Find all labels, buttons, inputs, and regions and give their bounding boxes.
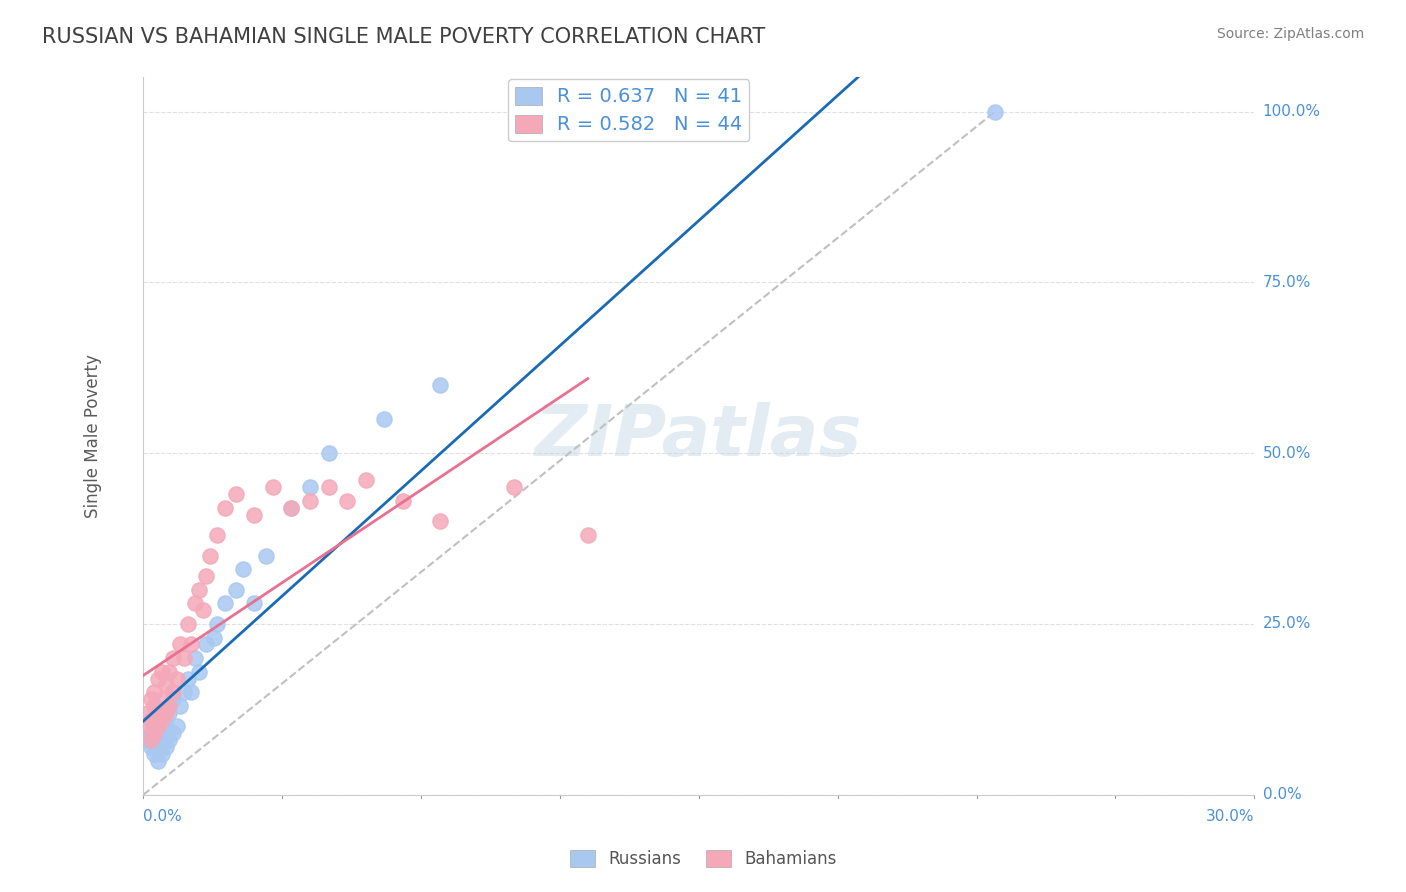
Point <box>191 603 214 617</box>
Point <box>207 617 229 632</box>
Point <box>143 726 166 740</box>
Point <box>139 726 162 740</box>
Text: Source: ZipAtlas.com: Source: ZipAtlas.com <box>1216 27 1364 41</box>
Point <box>225 487 247 501</box>
Text: 50.0%: 50.0% <box>1263 446 1310 460</box>
Point <box>157 698 180 713</box>
Point <box>139 713 162 727</box>
Point <box>187 665 209 679</box>
Point <box>146 726 169 740</box>
Point <box>202 631 225 645</box>
Point <box>155 678 177 692</box>
Point <box>157 706 180 720</box>
Point <box>195 569 218 583</box>
Point <box>139 692 162 706</box>
Point <box>162 726 184 740</box>
Point <box>169 698 191 713</box>
Point <box>162 685 184 699</box>
Point <box>150 665 173 679</box>
Point <box>139 733 162 747</box>
Point <box>146 672 169 686</box>
Point <box>318 446 340 460</box>
Point <box>155 706 177 720</box>
Point <box>184 651 207 665</box>
Point <box>984 104 1007 119</box>
Point <box>280 500 302 515</box>
Point <box>173 685 195 699</box>
Point <box>354 474 377 488</box>
Point <box>143 685 166 699</box>
Point <box>207 528 229 542</box>
Point <box>157 733 180 747</box>
Point <box>177 672 200 686</box>
Point <box>724 125 747 139</box>
Text: 75.0%: 75.0% <box>1263 275 1310 290</box>
Point <box>298 480 321 494</box>
Text: Single Male Poverty: Single Male Poverty <box>84 354 103 518</box>
Point <box>195 637 218 651</box>
Point <box>225 582 247 597</box>
Point <box>146 739 169 754</box>
Text: ZIPatlas: ZIPatlas <box>536 401 862 471</box>
Point <box>214 597 236 611</box>
Point <box>136 733 159 747</box>
Point <box>243 597 266 611</box>
Point <box>254 549 277 563</box>
Point <box>150 706 173 720</box>
Text: 30.0%: 30.0% <box>1206 809 1254 824</box>
Point <box>318 480 340 494</box>
Point <box>146 719 169 733</box>
Point <box>162 692 184 706</box>
Point <box>576 528 599 542</box>
Point <box>184 597 207 611</box>
Text: 0.0%: 0.0% <box>143 809 183 824</box>
Point <box>280 500 302 515</box>
Point <box>143 719 166 733</box>
Point <box>298 494 321 508</box>
Point <box>166 719 188 733</box>
Point <box>429 515 451 529</box>
Point <box>166 672 188 686</box>
Point <box>150 692 173 706</box>
Point <box>169 637 191 651</box>
Point <box>157 665 180 679</box>
Point <box>180 637 202 651</box>
Point <box>502 480 524 494</box>
Legend: Russians, Bahamians: Russians, Bahamians <box>562 843 844 875</box>
Point <box>146 754 169 768</box>
Text: 100.0%: 100.0% <box>1263 104 1320 120</box>
Point <box>139 739 162 754</box>
Text: 0.0%: 0.0% <box>1263 788 1302 802</box>
Point <box>146 713 169 727</box>
Point <box>143 747 166 761</box>
Text: RUSSIAN VS BAHAMIAN SINGLE MALE POVERTY CORRELATION CHART: RUSSIAN VS BAHAMIAN SINGLE MALE POVERTY … <box>42 27 765 46</box>
Point <box>173 651 195 665</box>
Point <box>136 706 159 720</box>
Point <box>180 685 202 699</box>
Point <box>150 747 173 761</box>
Point <box>198 549 221 563</box>
Legend: R = 0.637   N = 41, R = 0.582   N = 44: R = 0.637 N = 41, R = 0.582 N = 44 <box>508 79 749 142</box>
Point <box>262 480 284 494</box>
Point <box>143 733 166 747</box>
Point <box>177 617 200 632</box>
Point <box>429 377 451 392</box>
Text: 25.0%: 25.0% <box>1263 616 1310 632</box>
Point <box>187 582 209 597</box>
Point <box>243 508 266 522</box>
Point <box>150 713 173 727</box>
Point <box>373 412 395 426</box>
Point <box>136 719 159 733</box>
Point <box>150 733 173 747</box>
Point <box>146 706 169 720</box>
Point <box>155 719 177 733</box>
Point <box>155 739 177 754</box>
Point <box>143 698 166 713</box>
Point <box>162 651 184 665</box>
Point <box>214 500 236 515</box>
Point <box>391 494 413 508</box>
Point <box>232 562 254 576</box>
Point <box>336 494 359 508</box>
